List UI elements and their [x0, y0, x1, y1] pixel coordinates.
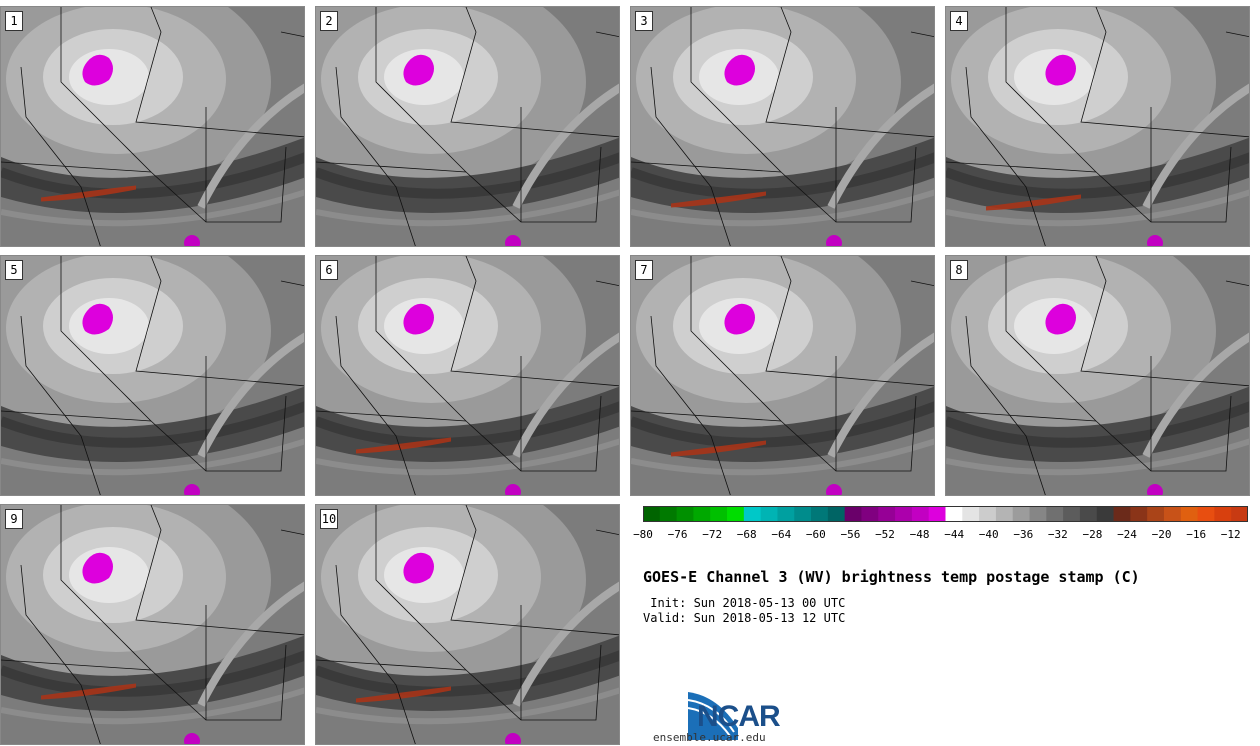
- ncar-logo-icon: [687, 692, 738, 740]
- colorbar-swatch: [895, 506, 913, 522]
- colorbar-swatch: [995, 506, 1014, 522]
- colorbar-swatch: [945, 506, 963, 522]
- colorbar-swatch: [1063, 506, 1081, 522]
- colorbar-swatch: [1231, 506, 1248, 522]
- colorbar-tick-label: −48: [909, 528, 930, 541]
- colorbar-swatch: [710, 506, 728, 522]
- panel-number: 1: [5, 11, 23, 31]
- panel-number: 3: [635, 11, 653, 31]
- colorbar-tick-label: −32: [1047, 528, 1068, 541]
- colorbar-swatch: [743, 506, 762, 522]
- colorbar-swatch: [911, 506, 930, 522]
- colorbar-swatch: [1046, 506, 1064, 522]
- colorbar-swatch: [760, 506, 778, 522]
- ensemble-url: ensemble.ucar.edu: [653, 731, 766, 744]
- ncar-logo-text: NCAR: [697, 700, 781, 733]
- postage-stamp-panel: 1: [0, 6, 305, 247]
- colorbar-tick-label: −44: [944, 528, 965, 541]
- postage-stamp-panel: 9: [0, 504, 305, 745]
- valid-time: Valid: Sun 2018-05-13 12 UTC: [643, 611, 846, 625]
- colorbar-swatch: [844, 506, 862, 522]
- postage-stamp-panel: 2: [315, 6, 620, 247]
- colorbar-tick-label: −56: [840, 528, 861, 541]
- colorbar-swatch: [659, 506, 678, 522]
- colorbar-swatch: [979, 506, 997, 522]
- panel-number: 4: [950, 11, 968, 31]
- postage-stamp-panel: 7: [630, 255, 935, 496]
- panel-number: 2: [320, 11, 338, 31]
- colorbar-swatch: [811, 506, 829, 522]
- colorbar-swatch: [861, 506, 879, 522]
- figure-title: GOES-E Channel 3 (WV) brightness temp po…: [643, 568, 1140, 586]
- colorbar-tick-label: −40: [978, 528, 999, 541]
- colorbar-swatch: [794, 506, 812, 522]
- postage-stamp-panel: 4: [945, 6, 1250, 247]
- colorbar-swatch: [1012, 506, 1031, 522]
- colorbar-tick-label: −12: [1220, 528, 1241, 541]
- postage-stamp-panel: 10: [315, 504, 620, 745]
- colorbar-tick-label: −36: [1013, 528, 1034, 541]
- colorbar-tick-label: −52: [875, 528, 895, 541]
- panel-number: 10: [320, 509, 338, 529]
- colorbar-swatch: [1096, 506, 1115, 522]
- colorbar-swatch: [693, 506, 711, 522]
- postage-stamp-panel: 8: [945, 255, 1250, 496]
- colorbar-swatch: [1079, 506, 1098, 522]
- colorbar-swatch: [777, 506, 795, 522]
- colorbar-tick-label: −28: [1082, 528, 1103, 541]
- colorbar-tick-label: −72: [702, 528, 723, 541]
- colorbar-tick-label: −20: [1151, 528, 1172, 541]
- colorbar-swatch: [1163, 506, 1182, 522]
- colorbar-swatch: [928, 506, 946, 522]
- colorbar-swatch: [1180, 506, 1199, 522]
- colorbar-tick-label: −80: [633, 528, 653, 541]
- colorbar-swatch: [1197, 506, 1215, 522]
- colorbar-tick-label: −76: [667, 528, 688, 541]
- colorbar-tick-label: −16: [1186, 528, 1207, 541]
- postage-stamp-panel: 3: [630, 6, 935, 247]
- colorbar-swatch: [1130, 506, 1148, 522]
- colorbar-swatch: [827, 506, 846, 522]
- colorbar-swatch: [643, 506, 661, 522]
- colorbar-swatch: [1113, 506, 1131, 522]
- colorbar-tick-labels: −80 −76 −72 −68 −64 −60 −56 −52 −48 −44 −40 −36 −32 −…: [633, 528, 1253, 544]
- colorbar-swatch: [1029, 506, 1047, 522]
- colorbar-swatch: [1214, 506, 1232, 522]
- postage-stamp-panel: 5: [0, 255, 305, 496]
- postage-stamp-panel: 6: [315, 255, 620, 496]
- colorbar-swatch: [878, 506, 896, 522]
- init-time: Init: Sun 2018-05-13 00 UTC: [643, 596, 846, 610]
- colorbar-tick-label: −24: [1117, 528, 1137, 541]
- panel-number: 5: [5, 260, 23, 280]
- panel-number: 8: [950, 260, 968, 280]
- colorbar-swatch: [676, 506, 694, 522]
- panel-number: 9: [5, 509, 23, 529]
- panel-number: 7: [635, 260, 653, 280]
- colorbar-swatch: [962, 506, 980, 522]
- panel-number: 6: [320, 260, 338, 280]
- colorbar-tick-label: −60: [805, 528, 826, 541]
- colorbar-swatch: [727, 506, 745, 522]
- colorbar-swatch: [1147, 506, 1165, 522]
- colorbar: [643, 506, 1248, 522]
- colorbar-tick-label: −64: [771, 528, 792, 541]
- colorbar-tick-label: −68: [736, 528, 757, 541]
